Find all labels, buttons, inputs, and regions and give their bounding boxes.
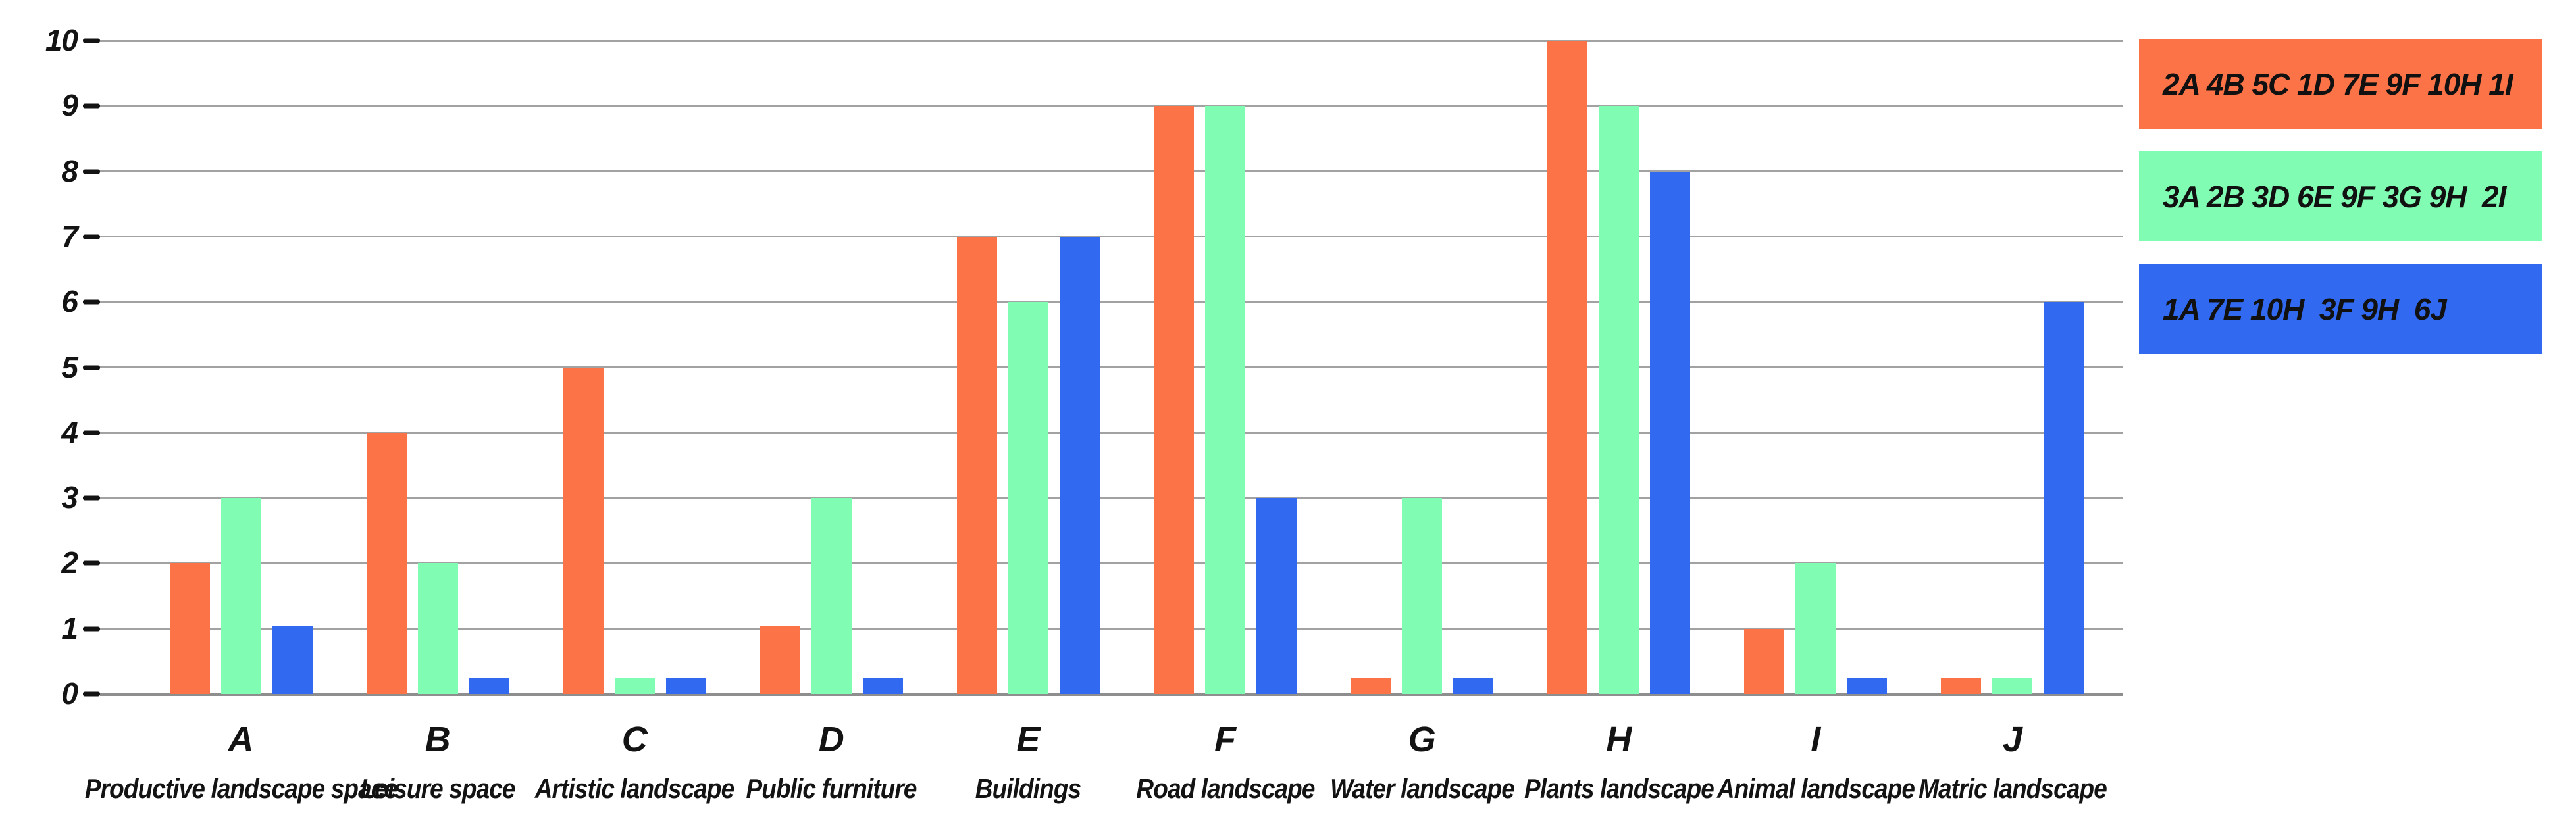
bar-F-series2	[1205, 106, 1245, 694]
legend-item-3: 1A 7E 10H 3F 9H 6J	[2139, 264, 2542, 354]
bar-E-series2	[1008, 302, 1048, 694]
y-axis-tick-label-8: 8	[61, 153, 78, 188]
bar-A-series1	[169, 563, 210, 694]
bar-J-series1	[1941, 678, 1982, 694]
y-axis-tick-mark-8	[83, 169, 100, 174]
bar-C-series3	[665, 678, 706, 694]
y-axis-tick-label-0: 0	[61, 676, 78, 711]
bar-G-series1	[1351, 678, 1391, 694]
bar-F-series3	[1256, 498, 1297, 694]
y-axis-tick-label-6: 6	[61, 284, 78, 319]
legend-item-2: 3A 2B 3D 6E 9F 3G 9H 2I	[2139, 151, 2542, 241]
bar-D-series2	[811, 498, 852, 694]
bar-A-series3	[272, 625, 313, 694]
y-axis-tick-label-10: 10	[45, 23, 78, 58]
bar-C-series2	[614, 678, 655, 694]
bar-G-series2	[1402, 498, 1443, 694]
x-category-sublabel-I: Animal landscape	[1716, 773, 1915, 804]
bar-H-series3	[1650, 171, 1691, 694]
gridline-0	[100, 693, 2123, 696]
y-axis-tick-label-9: 9	[61, 88, 78, 123]
bar-B-series1	[366, 432, 407, 694]
gridline-10	[100, 39, 2123, 42]
bar-B-series3	[469, 678, 509, 694]
gridline-1	[100, 628, 2123, 630]
y-axis-tick-mark-3	[83, 495, 100, 501]
x-category-label-F: F	[1214, 720, 1236, 759]
x-category-sublabel-D: Public furniture	[746, 773, 917, 804]
y-axis-tick-mark-1	[83, 626, 100, 632]
legend-item-label-1: 2A 4B 5C 1D 7E 9F 10H 1I	[2163, 66, 2513, 101]
bar-J-series2	[1992, 678, 2033, 694]
x-category-sublabel-H: Plants landscape	[1524, 773, 1714, 804]
gridline-3	[100, 497, 2123, 499]
x-category-sublabel-B: Leisure space	[360, 773, 516, 804]
y-axis-tick-label-4: 4	[61, 414, 78, 449]
gridline-4	[100, 432, 2123, 434]
x-category-label-I: I	[1811, 720, 1821, 759]
gridline-9	[100, 105, 2123, 107]
y-axis-tick-label-7: 7	[61, 218, 78, 253]
x-category-sublabel-F: Road landscape	[1135, 773, 1315, 804]
x-category-label-B: B	[425, 720, 451, 759]
y-axis-tick-mark-0	[83, 691, 100, 697]
y-axis-tick-label-5: 5	[61, 349, 78, 384]
x-category-label-D: D	[818, 720, 844, 759]
bar-D-series1	[760, 625, 800, 694]
y-axis-tick-mark-2	[83, 560, 100, 566]
bar-E-series1	[956, 236, 997, 694]
legend-item-label-3: 1A 7E 10H 3F 9H 6J	[2163, 291, 2447, 326]
y-axis-tick-mark-10	[83, 38, 100, 43]
x-category-sublabel-J: Matric landscape	[1918, 773, 2107, 804]
bar-G-series3	[1453, 678, 1494, 694]
x-category-label-C: C	[621, 720, 648, 759]
y-axis-tick-label-2: 2	[61, 545, 78, 580]
x-category-sublabel-A: Productive landscape space	[84, 773, 398, 804]
bar-I-series2	[1795, 563, 1836, 694]
legend-item-1: 2A 4B 5C 1D 7E 9F 10H 1I	[2139, 39, 2542, 129]
bar-C-series1	[563, 367, 604, 694]
x-category-sublabel-E: Buildings	[975, 773, 1081, 804]
x-category-sublabel-G: Water landscape	[1329, 773, 1515, 804]
x-category-label-J: J	[2002, 720, 2022, 759]
y-axis-tick-mark-6	[83, 299, 100, 305]
legend-item-label-2: 3A 2B 3D 6E 9F 3G 9H 2I	[2163, 179, 2506, 214]
bar-E-series3	[1059, 236, 1100, 694]
y-axis-tick-label-3: 3	[61, 480, 78, 515]
bar-J-series3	[2044, 302, 2084, 694]
x-category-label-H: H	[1606, 720, 1632, 759]
bar-I-series3	[1847, 678, 1888, 694]
x-category-sublabel-C: Artistic landscape	[534, 773, 734, 804]
bar-F-series1	[1154, 106, 1194, 694]
gridline-2	[100, 562, 2123, 564]
x-category-label-G: G	[1408, 720, 1436, 759]
gridline-8	[100, 170, 2123, 173]
y-axis-tick-label-1: 1	[61, 610, 78, 645]
gridline-5	[100, 366, 2123, 368]
gridline-6	[100, 301, 2123, 303]
y-axis-tick-mark-4	[83, 430, 100, 435]
bar-A-series2	[220, 498, 261, 694]
bar-I-series1	[1744, 628, 1785, 694]
bar-H-series1	[1547, 41, 1588, 694]
x-category-label-E: E	[1016, 720, 1041, 759]
bar-H-series2	[1599, 106, 1639, 694]
bar-D-series3	[862, 678, 903, 694]
y-axis-tick-mark-9	[83, 103, 100, 109]
x-category-label-A: A	[228, 720, 254, 759]
y-axis-tick-mark-5	[83, 365, 100, 370]
y-axis-tick-mark-7	[83, 234, 100, 239]
bar-B-series2	[417, 563, 458, 694]
gridline-7	[100, 236, 2123, 238]
